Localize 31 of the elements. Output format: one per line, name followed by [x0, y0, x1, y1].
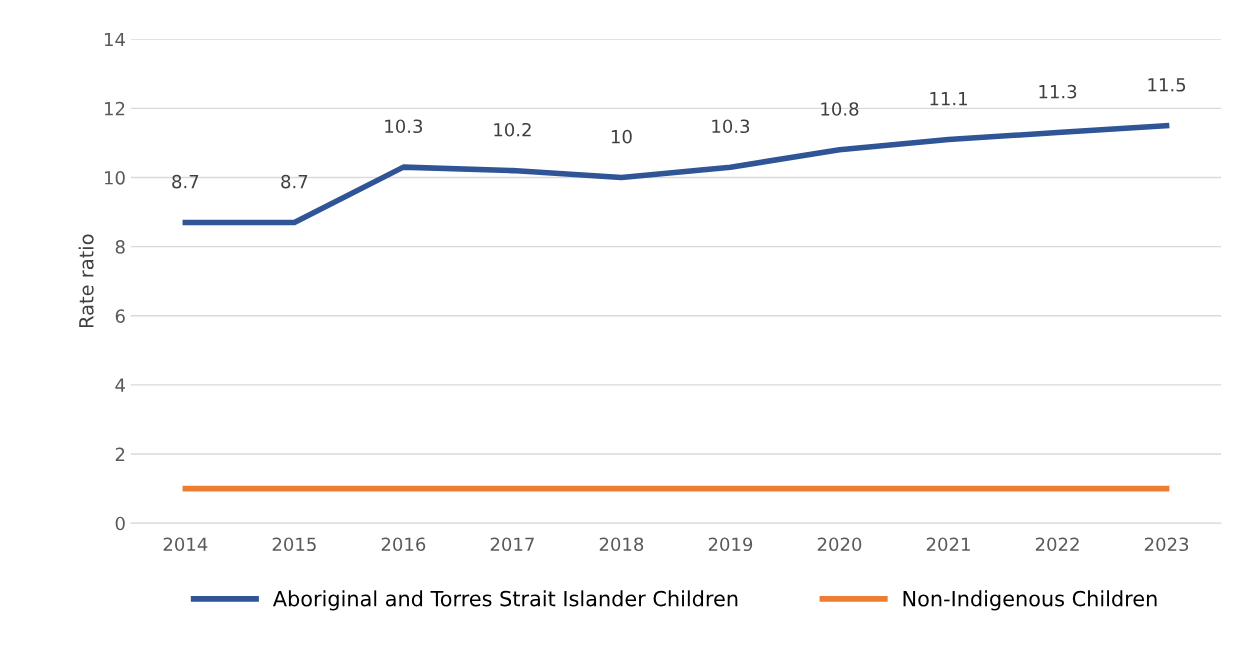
x-tick-label: 2014: [163, 537, 208, 552]
data-label: 8.7: [281, 174, 308, 189]
y-tick-label: 8: [115, 240, 125, 254]
x-tick-label: 2016: [381, 537, 426, 552]
data-label: 10.3: [712, 119, 750, 134]
y-tick-label: 0: [115, 516, 125, 531]
legend-label: Aboriginal and Torres Strait Islander Children: [272, 590, 738, 611]
legend-label: Non-Indigenous Children: [903, 590, 1157, 611]
x-tick-label: 2015: [272, 537, 316, 552]
data-label: 11.3: [1039, 84, 1077, 99]
data-label: 11.1: [930, 92, 967, 106]
data-label: 10.2: [494, 122, 531, 137]
x-tick-label: 2017: [490, 537, 534, 552]
data-label: 10.8: [821, 102, 859, 116]
data-label: 8.7: [172, 174, 199, 189]
x-tick-label: 2021: [926, 537, 970, 552]
y-tick-label: 14: [104, 32, 125, 47]
x-tick-label: 2020: [817, 537, 862, 552]
data-label: 11.5: [1148, 78, 1186, 92]
x-tick-label: 2022: [1035, 537, 1079, 552]
y-tick-label: 2: [115, 447, 125, 461]
y-tick-label: 6: [115, 309, 125, 323]
x-tick-label: 2018: [599, 537, 644, 552]
data-label: 10.3: [385, 119, 423, 134]
y-axis-title: Rate ratio: [78, 234, 94, 328]
data-label: 10: [611, 129, 632, 144]
x-tick-label: 2023: [1144, 537, 1189, 552]
y-tick-label: 12: [104, 101, 125, 116]
y-tick-label: 4: [115, 378, 125, 392]
x-tick-label: 2019: [708, 537, 753, 552]
y-tick-label: 10: [104, 170, 125, 185]
